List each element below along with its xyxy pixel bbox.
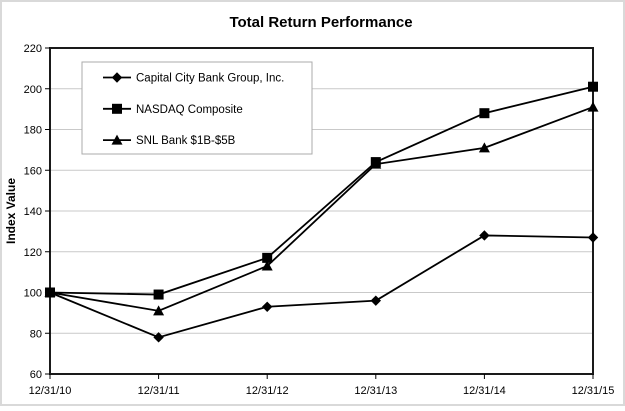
series-line-snl-bank-1b-5b — [49, 106, 594, 312]
x-tick-label: 12/31/14 — [463, 385, 506, 397]
legend-marker-triangle-icon — [111, 134, 123, 145]
y-tick-label: 100 — [24, 288, 42, 300]
marker-square-nasdaq-composite — [153, 289, 164, 300]
y-axis-title: Index Value — [4, 178, 18, 244]
marker-diamond-capital-city-bank-group-inc — [262, 301, 273, 312]
marker-diamond-capital-city-bank-group-inc — [587, 232, 599, 243]
y-tick-label: 80 — [30, 328, 42, 340]
y-tick-label: 180 — [24, 125, 42, 137]
marker-triangle-snl-bank-1b-5b — [153, 305, 165, 316]
marker-square-nasdaq-composite — [588, 81, 598, 92]
marker-square-nasdaq-composite — [479, 108, 490, 119]
x-tick-label: 12/31/15 — [572, 385, 615, 397]
marker-triangle-snl-bank-1b-5b — [478, 142, 490, 153]
x-tick-label: 12/31/13 — [354, 385, 397, 397]
series-line-capital-city-bank-group-inc — [49, 234, 594, 339]
x-tick-label: 12/31/12 — [246, 385, 289, 397]
gridlines — [50, 88, 593, 334]
y-tick-label: 60 — [30, 369, 42, 381]
x-tick-label: 12/31/10 — [29, 385, 72, 397]
tick-labels: 60 80 100 120 140 160 180 200 220 12/31/10 12/31/1… — [24, 43, 615, 397]
marker-triangle-snl-bank-1b-5b — [587, 101, 599, 112]
x-tick-label: 12/31/11 — [138, 385, 180, 397]
legend-marker-diamond-icon — [111, 72, 123, 83]
marker-square-nasdaq-composite — [262, 252, 273, 263]
marker-diamond-capital-city-bank-group-inc — [153, 332, 164, 343]
legend-label-snl-bank-1b-5b: SNL Bank $1B-$5B — [136, 135, 236, 147]
axes — [45, 47, 594, 379]
y-tick-label: 200 — [24, 84, 42, 96]
data-series — [44, 81, 599, 343]
marker-diamond-capital-city-bank-group-inc — [479, 230, 490, 241]
legend: Capital City Bank Group, Inc. NASDAQ Comp… — [81, 61, 313, 155]
legend-marker-square-icon — [112, 103, 122, 114]
legend-label-nasdaq-composite: NASDAQ Composite — [136, 104, 243, 116]
marker-triangle-snl-bank-1b-5b — [261, 260, 273, 271]
y-tick-label: 140 — [24, 206, 42, 218]
chart-title: Total Return Performance — [229, 14, 412, 31]
marker-diamond-capital-city-bank-group-inc — [370, 295, 381, 306]
y-tick-label: 160 — [24, 165, 42, 177]
legend-label-capital-city-bank-group-inc: Capital City Bank Group, Inc. — [136, 73, 284, 85]
series-line-nasdaq-composite — [49, 85, 594, 296]
marker-square-nasdaq-composite — [45, 287, 55, 298]
y-tick-label: 220 — [24, 43, 42, 55]
marker-square-nasdaq-composite — [370, 157, 381, 168]
y-tick-label: 120 — [24, 247, 42, 259]
